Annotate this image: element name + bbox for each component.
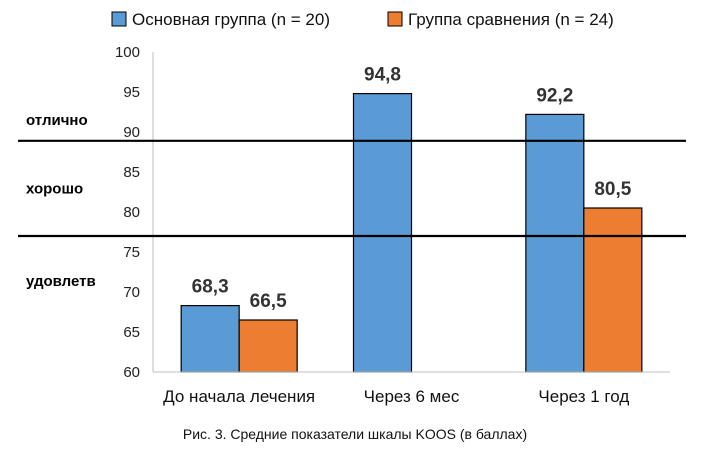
band-label: хорошо bbox=[26, 180, 83, 197]
y-tick-label: 95 bbox=[123, 84, 140, 101]
data-label: 68,3 bbox=[192, 277, 229, 298]
bars bbox=[180, 92, 643, 373]
y-tick-label: 60 bbox=[123, 364, 140, 381]
x-axis: До начала лечения Через 6 мес Через 1 год bbox=[153, 371, 670, 406]
y-axis: 60 65 70 75 80 85 90 95 100 bbox=[115, 44, 154, 381]
x-tick-label: Через 1 год bbox=[538, 387, 629, 406]
y-tick-label: 85 bbox=[123, 164, 140, 181]
band-label: удовлетв bbox=[26, 273, 96, 290]
legend-label: Группа сравнения (n = 24) bbox=[408, 10, 614, 29]
data-label: 92,2 bbox=[536, 85, 573, 106]
data-label: 80,5 bbox=[594, 179, 631, 200]
x-tick-label: Через 6 мес bbox=[364, 387, 460, 406]
y-tick-label: 75 bbox=[123, 244, 140, 261]
y-tick-label: 80 bbox=[123, 204, 140, 221]
data-labels: 68,3 66,5 94,8 92,2 80,5 bbox=[192, 65, 632, 312]
y-tick-label: 70 bbox=[123, 284, 140, 301]
bar bbox=[525, 113, 585, 373]
bar bbox=[583, 207, 643, 373]
data-label: 66,5 bbox=[250, 291, 287, 312]
data-label: 94,8 bbox=[364, 65, 401, 86]
bar bbox=[352, 92, 413, 373]
bar bbox=[238, 319, 298, 373]
legend-item: Основная группа (n = 20) bbox=[111, 10, 330, 29]
figure-caption: Рис. 3. Средние показатели шкалы KOOS (в… bbox=[183, 426, 527, 442]
y-tick-label: 90 bbox=[123, 124, 140, 141]
y-tick-label: 100 bbox=[115, 44, 140, 61]
bar bbox=[180, 305, 240, 373]
y-tick-label: 65 bbox=[123, 324, 140, 341]
legend: Основная группа (n = 20) Группа сравнения… bbox=[111, 10, 614, 29]
legend-item: Группа сравнения (n = 24) bbox=[387, 10, 614, 29]
legend-label: Основная группа (n = 20) bbox=[132, 10, 330, 29]
band-label: отлично bbox=[26, 112, 88, 129]
x-tick-label: До начала лечения bbox=[163, 387, 315, 406]
legend-swatch bbox=[387, 11, 403, 27]
threshold-lines: отлично хорошо удовлетв bbox=[18, 112, 686, 290]
legend-swatch bbox=[111, 11, 127, 27]
